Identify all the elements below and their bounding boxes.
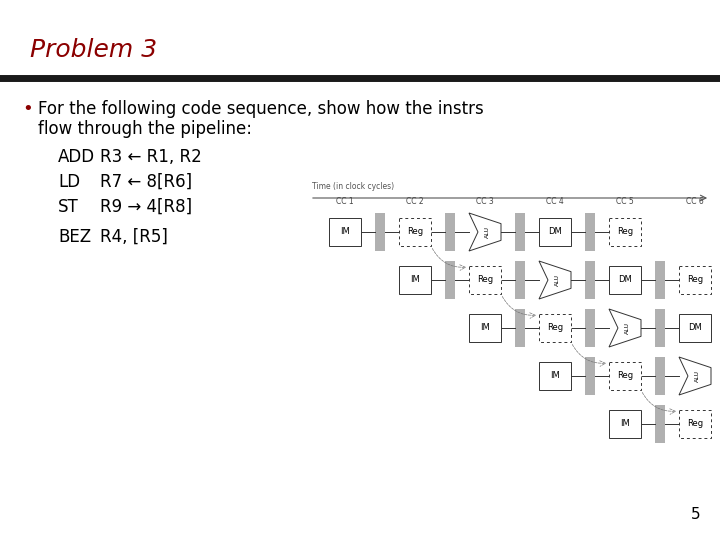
Bar <box>445 213 455 251</box>
Bar <box>655 309 665 347</box>
Text: Reg: Reg <box>547 323 563 333</box>
Polygon shape <box>469 213 501 251</box>
Bar <box>469 266 501 294</box>
Bar <box>399 266 431 294</box>
Text: For the following code sequence, show how the instrs: For the following code sequence, show ho… <box>38 100 484 118</box>
Text: R4, [R5]: R4, [R5] <box>100 228 168 246</box>
Text: IM: IM <box>550 372 560 381</box>
Text: IM: IM <box>480 323 490 333</box>
Bar <box>679 410 711 438</box>
Bar <box>515 309 525 347</box>
Text: LD: LD <box>58 173 80 191</box>
Text: Problem 3: Problem 3 <box>30 38 157 62</box>
Text: ALU: ALU <box>485 226 490 238</box>
Text: Reg: Reg <box>687 420 703 429</box>
Bar <box>399 218 431 246</box>
Text: R9 → 4[R8]: R9 → 4[R8] <box>100 198 192 216</box>
Text: IM: IM <box>410 275 420 285</box>
Text: Reg: Reg <box>407 227 423 237</box>
Text: CC 4: CC 4 <box>546 197 564 206</box>
Bar <box>539 218 571 246</box>
Text: DM: DM <box>618 275 632 285</box>
Bar <box>585 309 595 347</box>
Text: Reg: Reg <box>477 275 493 285</box>
Bar <box>655 405 665 443</box>
Text: ADD: ADD <box>58 148 95 166</box>
Bar <box>609 362 641 390</box>
Text: CC 2: CC 2 <box>406 197 424 206</box>
Text: ST: ST <box>58 198 78 216</box>
Bar <box>469 314 501 342</box>
Bar <box>609 266 641 294</box>
Text: ALU: ALU <box>624 322 629 334</box>
Text: Time (in clock cycles): Time (in clock cycles) <box>312 182 394 191</box>
Bar <box>515 213 525 251</box>
Text: ALU: ALU <box>554 274 559 286</box>
Text: DM: DM <box>688 323 702 333</box>
Text: DM: DM <box>548 227 562 237</box>
Text: 5: 5 <box>690 507 700 522</box>
Text: Reg: Reg <box>617 227 633 237</box>
Bar <box>585 357 595 395</box>
Text: flow through the pipeline:: flow through the pipeline: <box>38 120 252 138</box>
Text: IM: IM <box>340 227 350 237</box>
Polygon shape <box>539 261 571 299</box>
Bar <box>609 410 641 438</box>
Bar <box>539 362 571 390</box>
Text: IM: IM <box>620 420 630 429</box>
Bar <box>679 266 711 294</box>
Text: CC 5: CC 5 <box>616 197 634 206</box>
Text: CC 1: CC 1 <box>336 197 354 206</box>
Text: Reg: Reg <box>617 372 633 381</box>
Text: •: • <box>22 100 32 118</box>
Text: CC 3: CC 3 <box>476 197 494 206</box>
Text: Reg: Reg <box>687 275 703 285</box>
Text: CC 6: CC 6 <box>686 197 704 206</box>
Text: BEZ: BEZ <box>58 228 91 246</box>
Text: R3 ← R1, R2: R3 ← R1, R2 <box>100 148 202 166</box>
Bar <box>539 314 571 342</box>
Bar <box>445 261 455 299</box>
Polygon shape <box>609 309 641 347</box>
Text: ALU: ALU <box>695 370 700 382</box>
Bar <box>655 357 665 395</box>
Bar <box>375 213 385 251</box>
Bar <box>679 314 711 342</box>
Bar <box>329 218 361 246</box>
Polygon shape <box>679 357 711 395</box>
Bar <box>585 261 595 299</box>
Bar <box>585 213 595 251</box>
Bar <box>655 261 665 299</box>
Bar <box>609 218 641 246</box>
Bar <box>515 261 525 299</box>
Text: R7 ← 8[R6]: R7 ← 8[R6] <box>100 173 192 191</box>
